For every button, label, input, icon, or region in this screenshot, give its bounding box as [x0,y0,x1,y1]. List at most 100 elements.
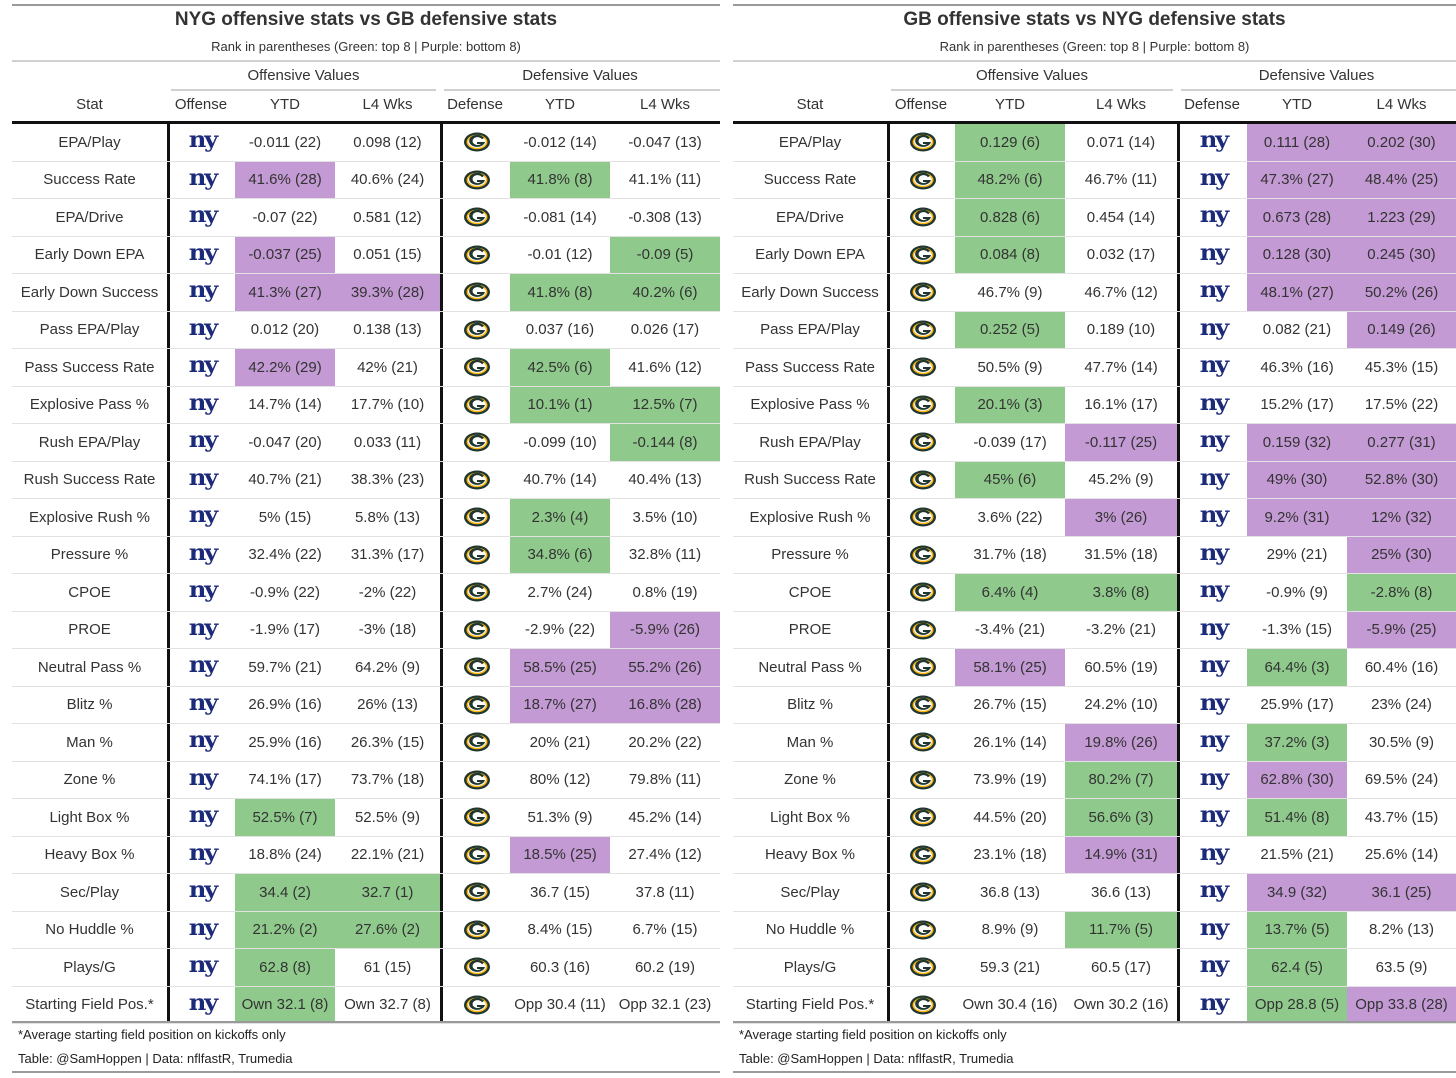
top-rule [733,4,1456,6]
gb-packers-logo-mark [463,620,490,640]
spanner-offensive-values: Offensive Values [975,67,1088,84]
ny-giants-logo: ny [1177,799,1247,836]
gb-packers-logo-mark [909,245,936,265]
gb-packers-logo-mark [463,320,490,340]
ny-giants-logo: ny [167,611,235,648]
defense-ytd-value: -0.099 (10) [523,433,597,451]
offense-ytd-value: 21.2% (2) [235,911,335,948]
table-row: Zone % 73.9% (19) 80.2% (7) ny 62.8% (30) 69.… [733,761,1456,799]
offense-ytd-value: 0.828 (6) [955,199,1065,236]
gb-packers-logo [887,161,955,198]
table-row: Starting Field Pos.* Own 30.4 (16) Own 30.… [733,986,1456,1024]
offense-ytd-value: 73.9% (19) [973,771,1047,789]
offense-l4wks-value: 60.5 (17) [1090,958,1152,976]
table-title: GB offensive stats vs NYG defensive stat… [903,9,1286,30]
offense-ytd-value: -0.011 (22) [248,133,322,151]
table-row: Blitz % 26.7% (15) 24.2% (10) ny 25.9% (17) 2… [733,686,1456,724]
defense-ytd-value: -0.012 (14) [523,133,597,151]
ny-giants-logo: ny [167,499,235,536]
gb-packers-logo [887,611,955,648]
offense-ytd-value: 0.129 (6) [955,124,1065,161]
offense-l4wks-value: 3.8% (8) [1065,574,1177,611]
ny-giants-logo: ny [167,461,235,498]
stat-label: Rush Success Rate [23,471,156,489]
ny-giants-logo: ny [167,161,235,198]
gb-packers-logo-mark [463,395,490,415]
table-row: Pass Success Rate ny 42.2% (29) 42% (21) 42.… [12,349,720,387]
gb-packers-logo-mark [463,882,490,902]
credit-line: Table: @SamHoppen | Data: nflfastR, Trum… [18,1051,293,1066]
gb-packers-logo-mark [909,957,936,977]
gb-packers-logo [440,836,510,873]
offense-ytd-value: Own 30.4 (16) [962,996,1058,1014]
offense-l4wks-value: 36.6 (13) [1090,883,1152,901]
gb-packers-logo [887,424,955,461]
defense-ytd-value: 0.673 (28) [1247,199,1347,236]
column-header: Stat [796,96,824,113]
defense-l4wks-value: 48.4% (25) [1347,161,1456,198]
column-headers: Stat Offense YTD L4 Wks Defense YTD L4 Wks [12,96,720,113]
offense-ytd-value: -0.047 (20) [248,433,322,451]
footer-rule [733,1021,1456,1023]
gb-packers-logo-mark [909,657,936,677]
offense-ytd-value: 26.1% (14) [973,733,1047,751]
defense-ytd-value: 40.7% (14) [523,471,597,489]
gb-packers-logo [887,499,955,536]
ny-giants-logo-mark: ny [188,239,218,266]
spanner-defensive-values: Defensive Values [522,67,638,84]
gb-packers-logo [440,161,510,198]
gb-packers-logo-mark [463,432,490,452]
ny-giants-logo: ny [1177,949,1247,986]
defense-ytd-value: 0.159 (32) [1247,424,1347,461]
ny-giants-logo: ny [1177,911,1247,948]
gb-packers-logo-mark [463,957,490,977]
table-row: Early Down EPA 0.084 (8) 0.032 (17) ny 0.128… [733,236,1456,274]
gb-packers-logo [440,199,510,236]
gb-packers-logo-mark [909,582,936,602]
gb-packers-logo-mark [463,807,490,827]
table-row: EPA/Play 0.129 (6) 0.071 (14) ny 0.111 (28) 0… [733,124,1456,162]
stat-label: Early Down EPA [34,246,145,264]
table-row: Rush Success Rate ny 40.7% (21) 38.3% (23) 4… [12,461,720,499]
ny-giants-logo: ny [167,199,235,236]
table-row: PROE ny -1.9% (17) -3% (18) -2.9% (22) -5.9% … [12,611,720,649]
column-header: YTD [270,96,300,113]
stat-label: Heavy Box % [764,846,856,864]
stat-label: Starting Field Pos.* [25,996,154,1014]
ny-giants-logo-mark: ny [188,877,218,904]
ny-giants-logo-mark: ny [1199,727,1229,754]
gb-packers-logo-mark [463,207,490,227]
defense-ytd-value: 46.3% (16) [1260,358,1334,376]
column-header: L4 Wks [639,96,690,113]
gb-packers-logo-mark [463,545,490,565]
gb-packers-logo-mark [463,507,490,527]
defense-ytd-value: 41.8% (8) [510,161,610,198]
offense-l4wks-value: 26.3% (15) [350,733,425,751]
table-row: Explosive Pass % 20.1% (3) 16.1% (17) ny 15.… [733,386,1456,424]
offense-l4wks-value: Own 32.7 (8) [344,996,431,1014]
offense-ytd-value: 58.1% (25) [955,649,1065,686]
table-row: No Huddle % ny 21.2% (2) 27.6% (2) 8.4% (15)… [12,911,720,949]
defense-ytd-value: 20% (21) [529,733,591,751]
offense-ytd-value: 0.012 (20) [250,321,320,339]
offense-l4wks-value: 47.7% (14) [1084,358,1158,376]
offense-l4wks-value: 52.5% (9) [354,808,421,826]
stat-label: Explosive Rush % [749,508,871,526]
table-row: Early Down Success 46.7% (9) 46.7% (12) ny 4… [733,274,1456,312]
defense-ytd-value: 2.7% (24) [527,583,593,601]
column-header: L4 Wks [1376,96,1427,113]
defense-l4wks-value: 0.026 (17) [630,321,700,339]
stat-label: EPA/Drive [775,208,845,226]
gb-packers-logo-mark [909,807,936,827]
stat-label: PROE [788,621,832,639]
stat-label: Zone % [63,771,116,789]
gb-packers-logo-mark [909,432,936,452]
table-row: Starting Field Pos.* ny Own 32.1 (8) Own 32… [12,986,720,1024]
ny-giants-logo-mark: ny [1199,652,1229,679]
table-row: CPOE ny -0.9% (22) -2% (22) 2.7% (24) 0.8% (1… [12,574,720,612]
ny-giants-logo-mark: ny [188,989,218,1016]
gb-packers-logo-mark [463,732,490,752]
offense-l4wks-value: 46.7% (12) [1084,283,1158,301]
gb-packers-logo [887,911,955,948]
ny-giants-logo: ny [1177,611,1247,648]
